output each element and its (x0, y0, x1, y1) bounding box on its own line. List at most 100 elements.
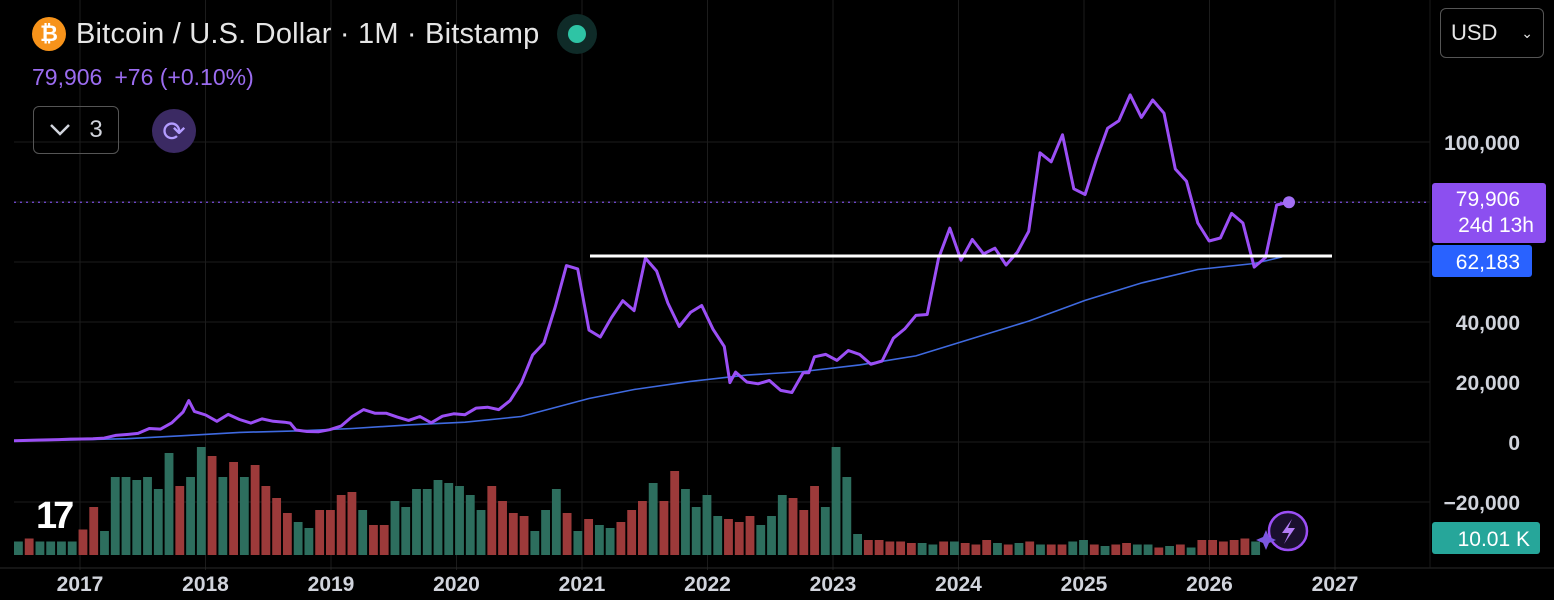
volume-bar (648, 483, 658, 555)
volume-bar (853, 534, 862, 555)
volume-bar (562, 513, 572, 555)
volume-bar (186, 477, 195, 555)
volume-bar (196, 447, 206, 555)
x-tick-label: 2025 (1061, 573, 1108, 596)
volume-bar (1143, 544, 1153, 555)
volume-bar (906, 543, 916, 555)
volume-bar (638, 501, 647, 555)
volume-bar (939, 541, 949, 555)
volume-bar (1057, 544, 1067, 555)
volume-bar (1079, 540, 1088, 555)
volume-bar (347, 492, 357, 555)
volume-bar (691, 507, 701, 555)
volume-bar (57, 541, 66, 555)
volume-bar (1197, 540, 1207, 555)
y-tick-label: −20,000 (1444, 492, 1521, 515)
volume-bar (282, 513, 292, 555)
volume-bar (304, 528, 314, 555)
x-tick-label: 2020 (433, 573, 480, 596)
price-tag (1432, 183, 1546, 243)
volume-bar (799, 510, 809, 555)
volume-bar (239, 477, 249, 555)
volume-bar (1003, 544, 1013, 555)
volume-tag-value: 10.01 K (1458, 528, 1530, 551)
volume-bar (831, 447, 841, 555)
price-tag-value: 79,906 (1456, 188, 1520, 211)
volume-bar (175, 486, 185, 555)
volume-bar (777, 495, 787, 555)
price-change: +76 (+0.10%) (114, 64, 254, 90)
volume-bar (293, 522, 303, 555)
volume-bar (584, 519, 594, 555)
last-price: 79,906 (32, 64, 103, 90)
volume-bar (1240, 538, 1250, 555)
volume-bar (455, 486, 464, 555)
volume-bar (1175, 544, 1185, 555)
volume-bar (89, 507, 99, 555)
x-tick-label: 2017 (57, 573, 104, 596)
volume-bar (541, 510, 550, 555)
volume-bar (444, 483, 454, 555)
x-tick-label: 2024 (935, 573, 982, 596)
volume-bar (960, 543, 970, 555)
volume-bar (508, 513, 518, 555)
market-status-icon[interactable] (557, 14, 598, 54)
symbol-title[interactable]: Bitcoin / U.S. Dollar · 1M · Bitstamp (76, 17, 540, 50)
volume-bars (14, 447, 1261, 555)
indicators-toggle-button[interactable]: 3 (33, 106, 119, 154)
price-line (13, 93, 1289, 443)
volume-bar (250, 465, 260, 555)
currency-select[interactable]: USD ⌄ (1440, 8, 1544, 58)
volume-bar (326, 510, 335, 555)
volume-bar (121, 477, 131, 555)
volume-bar (1122, 543, 1131, 555)
volume-bar (605, 528, 615, 555)
volume-bar (1218, 541, 1228, 555)
volume-bar (767, 516, 776, 555)
volume-bar (810, 486, 819, 555)
volume-bar (627, 510, 637, 555)
volume-bar (401, 507, 411, 555)
volume-bar (379, 525, 389, 555)
bitcoin-icon: ₿ (32, 17, 66, 51)
volume-bar (863, 540, 873, 555)
moving-average-line (13, 254, 1289, 442)
volume-bar (670, 471, 680, 555)
lightning-bolt-icon (1282, 519, 1295, 544)
volume-bar (1014, 543, 1024, 555)
volume-bar (487, 486, 497, 555)
volume-bar (917, 543, 927, 555)
y-tick-label: 40,000 (1456, 312, 1520, 335)
volume-bar (433, 480, 443, 555)
volume-bar (788, 498, 798, 555)
volume-bar (1111, 544, 1121, 555)
volume-bar (971, 544, 981, 555)
x-tick-label: 2018 (182, 573, 229, 596)
volume-bar (229, 462, 238, 555)
volume-bar (218, 477, 228, 555)
volume-bar (207, 456, 217, 555)
volume-bar (422, 489, 432, 555)
volume-bar (820, 507, 830, 555)
volume-bar (874, 540, 884, 555)
x-axis: 2017 2018 2019 2020 2021 2022 2023 2024 2025 2026… (57, 573, 1359, 596)
volume-bar (896, 541, 906, 555)
price-row: 79,906 +76 (+0.10%) (32, 64, 254, 91)
price-tag-countdown: 24d 13h (1458, 214, 1534, 237)
volume-bar (1068, 541, 1078, 555)
volume-bar (681, 489, 690, 555)
last-price-dot (1283, 196, 1295, 209)
volume-bar (530, 531, 540, 555)
volume-bar (928, 544, 938, 555)
volume-bar (261, 486, 271, 555)
volume-bar (110, 477, 120, 555)
chart-header: ₿ Bitcoin / U.S. Dollar · 1M · Bitstamp (32, 14, 598, 54)
volume-bar (412, 489, 421, 555)
sync-icon[interactable]: ⟳ (152, 109, 196, 153)
y-tick-label: 20,000 (1456, 372, 1520, 395)
volume-bar (1025, 541, 1035, 555)
volume-bar (272, 498, 282, 555)
y-axis: −20,000 0 20,000 40,000 100,000 (1444, 132, 1521, 515)
volume-bar (100, 531, 109, 555)
